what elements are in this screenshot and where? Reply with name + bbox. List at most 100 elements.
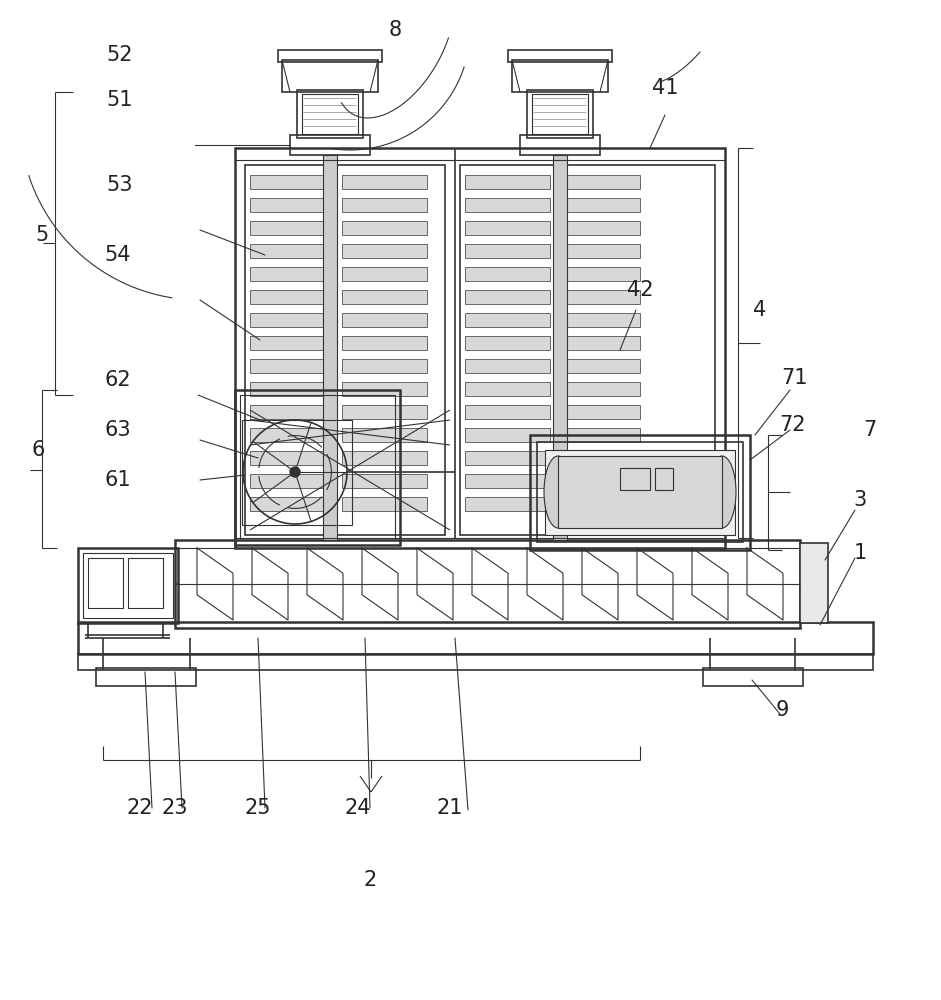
Bar (250, 474, 335, 488)
Bar (465, 198, 550, 212)
Bar (555, 175, 640, 189)
Bar (342, 428, 427, 442)
Bar (555, 359, 640, 373)
Text: 53: 53 (106, 175, 134, 195)
Text: 7: 7 (864, 420, 877, 440)
Bar (96, 668, 196, 686)
Text: 6: 6 (31, 440, 44, 460)
Bar (78, 654, 873, 670)
Bar (465, 497, 550, 511)
Bar (235, 390, 400, 545)
Bar (342, 175, 427, 189)
Bar (555, 221, 640, 235)
Text: 61: 61 (104, 470, 132, 490)
Text: 8: 8 (389, 20, 402, 40)
Bar (555, 267, 640, 281)
Text: 54: 54 (104, 245, 131, 265)
Text: 5: 5 (36, 225, 49, 245)
Bar (465, 428, 550, 442)
Bar (620, 468, 650, 490)
Bar (250, 175, 335, 189)
Bar (342, 313, 427, 327)
Bar (175, 540, 800, 628)
Text: 42: 42 (627, 280, 653, 300)
Bar (342, 244, 427, 258)
Bar (342, 382, 427, 396)
Bar (558, 456, 722, 528)
Bar (545, 450, 735, 535)
Bar (342, 221, 427, 235)
Ellipse shape (708, 456, 736, 528)
Bar (250, 313, 335, 327)
Bar (250, 290, 335, 304)
Text: 25: 25 (245, 798, 271, 818)
Bar (250, 221, 335, 235)
Bar (250, 267, 335, 281)
Bar (530, 435, 750, 550)
Bar (460, 165, 715, 535)
Bar (465, 244, 550, 258)
Bar (323, 155, 337, 540)
Bar (555, 336, 640, 350)
Bar (555, 474, 640, 488)
Bar (555, 405, 640, 419)
Bar (800, 543, 828, 623)
Bar (78, 548, 178, 623)
Text: 52: 52 (106, 45, 134, 65)
Bar (250, 497, 335, 511)
Text: 21: 21 (437, 798, 463, 818)
Text: 63: 63 (104, 420, 132, 440)
Bar (128, 558, 163, 608)
Bar (465, 175, 550, 189)
Bar (297, 90, 363, 138)
Text: 9: 9 (775, 700, 789, 720)
Bar (250, 405, 335, 419)
Bar (555, 497, 640, 511)
Bar (508, 50, 612, 62)
Bar (465, 474, 550, 488)
Text: 22: 22 (127, 798, 153, 818)
Bar (465, 336, 550, 350)
Bar (78, 622, 873, 654)
Bar (655, 468, 673, 490)
Circle shape (290, 467, 300, 477)
Bar (537, 442, 743, 542)
Bar (342, 497, 427, 511)
Bar (555, 428, 640, 442)
Bar (703, 668, 803, 686)
Bar (83, 553, 173, 618)
Bar (555, 451, 640, 465)
Bar (532, 94, 588, 134)
Text: 2: 2 (363, 870, 376, 890)
Bar (250, 428, 335, 442)
Bar (555, 290, 640, 304)
Bar (235, 148, 725, 548)
Bar (250, 244, 335, 258)
Bar (342, 336, 427, 350)
Text: 62: 62 (104, 370, 132, 390)
Bar (342, 474, 427, 488)
Bar (250, 198, 335, 212)
Bar (242, 420, 352, 525)
Bar (302, 94, 358, 134)
Text: 71: 71 (782, 368, 808, 388)
Bar (520, 135, 600, 155)
Bar (282, 60, 378, 92)
Bar (555, 382, 640, 396)
Bar (465, 221, 550, 235)
Text: 1: 1 (853, 543, 867, 563)
Bar (465, 290, 550, 304)
Bar (465, 313, 550, 327)
Bar (342, 451, 427, 465)
Bar (88, 558, 123, 608)
Bar (250, 451, 335, 465)
Bar (342, 405, 427, 419)
Bar (342, 267, 427, 281)
Bar (240, 395, 395, 540)
Bar (555, 244, 640, 258)
Bar (465, 382, 550, 396)
Bar (342, 290, 427, 304)
Bar (527, 90, 593, 138)
Bar (512, 60, 608, 92)
Text: 4: 4 (754, 300, 767, 320)
